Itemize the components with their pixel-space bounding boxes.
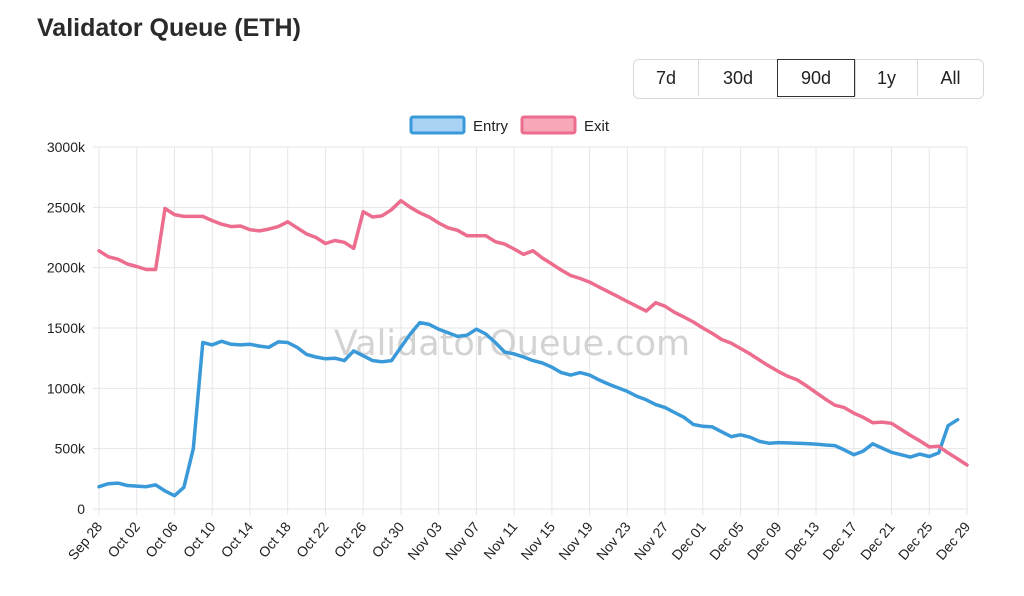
x-tick-label: Nov 15 [517, 518, 558, 562]
page-title: Validator Queue (ETH) [37, 14, 301, 42]
y-tick-label: 0 [77, 501, 85, 517]
x-tick-label: Oct 18 [255, 518, 294, 560]
validator-queue-chart: Entry Exit 0 500k 1000k 1500k 2000k 2500k 3000k… [47, 115, 974, 563]
x-tick-label: Dec 21 [857, 518, 898, 562]
x-tick-label: Nov 19 [555, 518, 596, 562]
y-tick-label: 1000k [47, 380, 86, 396]
legend-swatch-entry [409, 115, 466, 135]
x-tick-label: Oct 22 [293, 518, 332, 560]
x-tick-label: Oct 10 [180, 518, 219, 560]
y-tick-label: 3000k [47, 139, 86, 155]
x-tick-label: Nov 23 [593, 518, 634, 562]
x-tick-label: Dec 01 [668, 518, 709, 562]
x-tick-label: Sep 28 [65, 518, 106, 562]
range-30d-button[interactable]: 30d [698, 60, 777, 96]
time-range-selector: 7d 30d 90d 1y All [633, 59, 984, 99]
chart-legend: Entry Exit [409, 115, 610, 135]
y-tick-label: 500k [55, 441, 86, 457]
legend-label-entry: Entry [473, 118, 509, 135]
legend-label-exit: Exit [584, 118, 610, 135]
range-7d-button[interactable]: 7d [634, 60, 698, 96]
x-tick-label: Nov 03 [404, 518, 445, 562]
watermark-text: ValidatorQueue.com [334, 324, 690, 364]
x-tick-label: Dec 25 [895, 518, 936, 562]
range-1y-button[interactable]: 1y [855, 60, 917, 96]
x-tick-label: Oct 30 [368, 518, 407, 560]
x-tick-label: Dec 13 [782, 518, 823, 562]
y-axis-ticks: 0 500k 1000k 1500k 2000k 2500k 3000k [47, 139, 86, 517]
range-90d-button[interactable]: 90d [777, 59, 855, 97]
x-tick-label: Nov 11 [480, 518, 520, 562]
legend-swatch-exit [520, 115, 577, 135]
range-all-button[interactable]: All [917, 60, 983, 96]
x-tick-label: Oct 02 [104, 518, 143, 560]
y-tick-label: 2500k [47, 199, 86, 215]
y-tick-label: 2000k [47, 260, 86, 276]
chart-series [97, 198, 969, 498]
series-line-entry [97, 320, 960, 498]
x-tick-label: Dec 29 [933, 518, 974, 562]
x-tick-label: Nov 27 [631, 518, 672, 562]
x-tick-label: Oct 06 [142, 518, 181, 560]
x-tick-label: Dec 17 [819, 518, 860, 562]
x-tick-label: Oct 14 [217, 518, 256, 560]
series-line-exit [97, 198, 969, 467]
x-tick-label: Dec 09 [744, 518, 785, 562]
x-tick-label: Oct 26 [331, 518, 370, 560]
x-tick-label: Nov 07 [442, 518, 483, 562]
y-tick-label: 1500k [47, 320, 86, 336]
x-tick-label: Dec 05 [706, 518, 747, 562]
